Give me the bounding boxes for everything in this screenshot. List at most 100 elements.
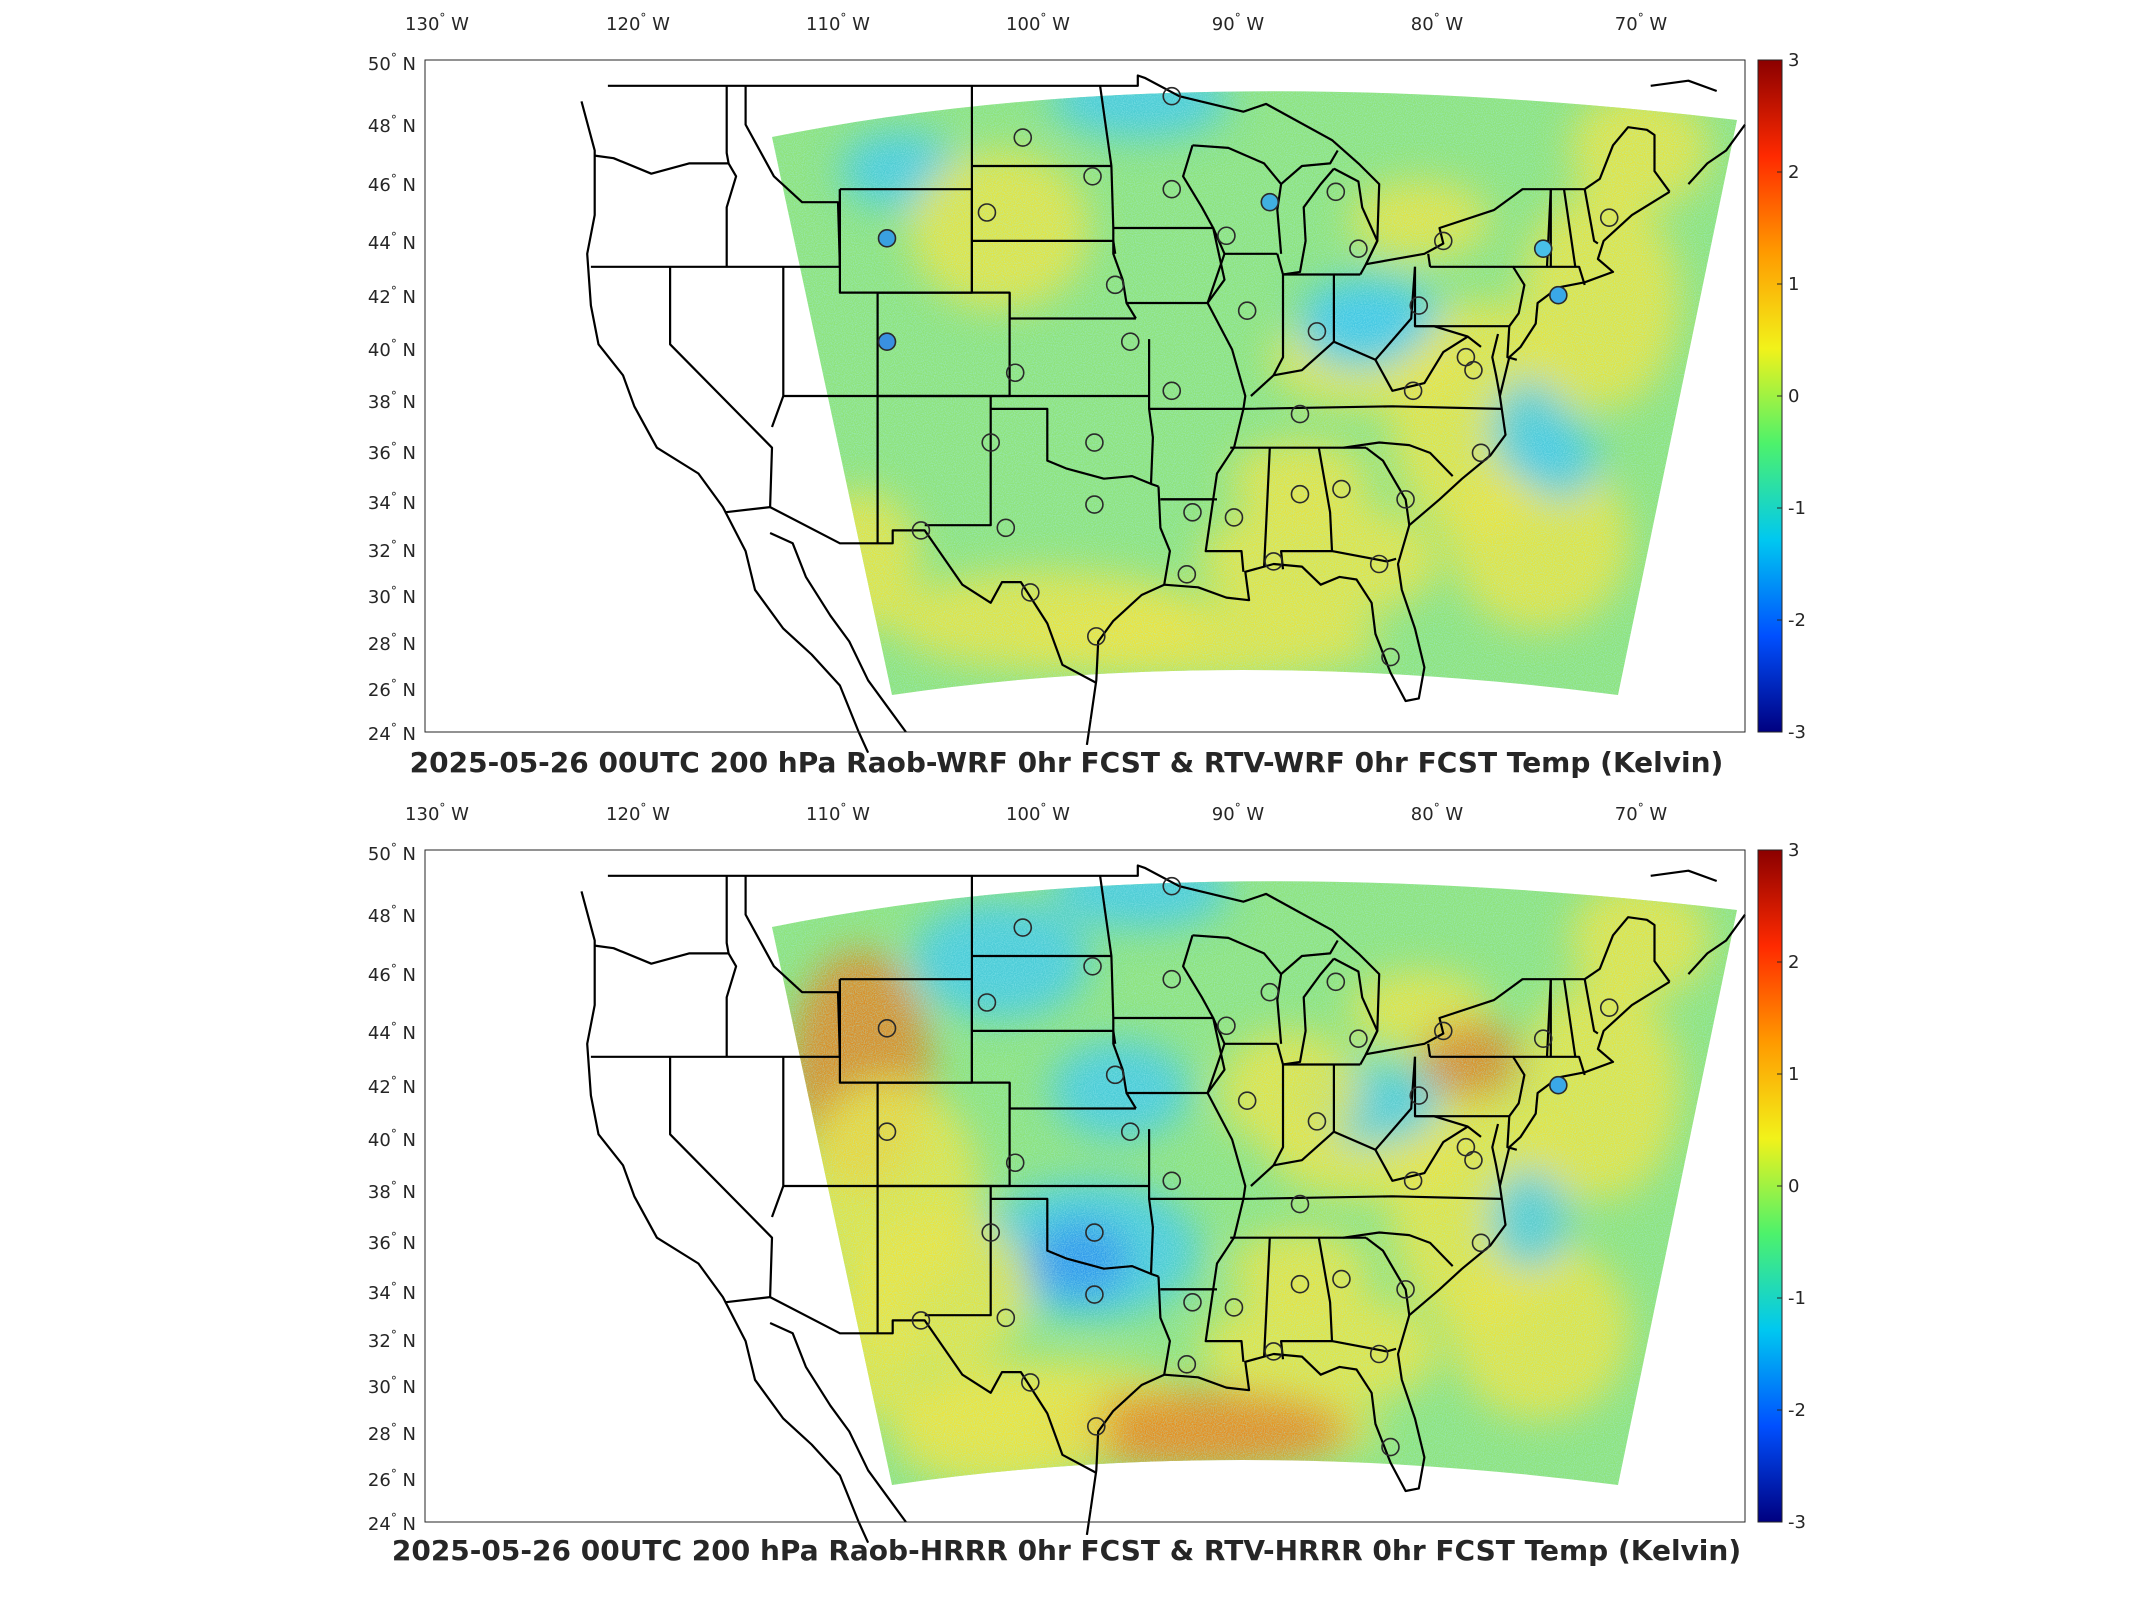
raob-site-marker [1260,192,1280,212]
lon-tick-label: 120° W [606,11,670,35]
raob-site-marker [1599,208,1619,227]
raob-site-marker [1217,226,1236,246]
raob-site-marker [1005,363,1025,383]
raob-site-marker [1599,998,1619,1017]
lon-tick-label: 70° W [1615,801,1668,825]
colorbar-tick-label: 0 [1788,386,1799,407]
lon-tick-label: 100° W [1006,11,1070,35]
raob-site-marker [1326,182,1346,202]
raob-site-marker [1549,285,1568,305]
raob-site-marker [1349,239,1368,258]
lon-tick-label: 130° W [405,801,469,825]
raob-site-marker [877,1019,897,1038]
raob-site-marker [1326,972,1346,992]
raob-site-marker [1290,484,1310,504]
raob-site-marker [1456,1137,1476,1157]
raob-site-marker [1005,1153,1025,1173]
raob-site-marker [911,521,931,540]
raob-site-marker [1021,583,1040,602]
panel-title-wrf: 2025-05-26 00UTC 200 hPa Raob-WRF 0hr FC… [409,746,1724,779]
raob-site-marker [1264,552,1283,571]
lon-tick-label: 90° W [1212,801,1265,825]
raob-site-marker [1105,275,1125,295]
lat-tick-label: 30° N [368,584,416,608]
lat-tick-label: 28° N [368,631,416,655]
raob-site-marker [1162,1171,1182,1191]
raob-site-marker [1177,1355,1197,1374]
lat-tick-label: 24° N [368,1511,416,1535]
colorbar-tick-label: -3 [1788,722,1806,743]
raob-site-marker [1083,957,1102,976]
axes-frame [424,59,1746,733]
raob-site-marker [1177,565,1197,584]
raob-site-marker [1307,322,1327,341]
lat-tick-label: 42° N [368,284,416,308]
raob-site-marker [1403,381,1423,401]
lon-tick-label: 130° W [405,11,469,35]
raob-site-marker [996,518,1016,538]
lat-tick-label: 34° N [368,490,416,514]
colorbar-tick-label: 2 [1788,162,1799,183]
colorbar-tick-label: -1 [1788,1288,1806,1309]
colorbar-tick-label: -3 [1788,1512,1806,1533]
raob-site-marker [1307,1112,1327,1131]
raob-site-marker [1083,167,1102,186]
colorbar-tick-label: -2 [1788,1400,1806,1421]
raob-site-marker [1085,495,1104,514]
lon-tick-label: 70° W [1615,11,1668,35]
lat-tick-label: 26° N [368,1467,416,1491]
panel-title-hrrr: 2025-05-26 00UTC 200 hPa Raob-HRRR 0hr F… [391,1534,1742,1567]
lat-tick-label: 42° N [368,1074,416,1098]
raob-site-marker [1533,239,1553,258]
raob-site-marker [1403,1171,1423,1191]
raob-site-marker [1183,503,1202,522]
raob-site-marker [1085,1285,1104,1304]
raob-site-marker [911,1311,931,1330]
map-svg: 130° W 120° W 110° W 100° W 90° W 80° W 70° W 5… [368,801,1806,1544]
raob-site-marker [1533,1029,1553,1048]
raob-site-marker [1162,876,1182,896]
colorbar-tick-label: 0 [1788,1176,1799,1197]
lat-tick-label: 48° N [368,113,416,137]
colorbar-tick-label: 2 [1788,952,1799,973]
raob-site-marker [1456,347,1476,367]
raob-site-marker [1120,1122,1140,1142]
raob-site-marker [1381,647,1400,667]
lat-tick-label: 40° N [368,1127,416,1151]
raob-site-marker [1237,1091,1257,1111]
raob-site-marker [981,1223,1001,1242]
raob-site-marker [981,433,1001,452]
lon-tick-label: 110° W [806,11,870,35]
lat-tick-label: 38° N [368,1179,416,1203]
raob-site-marker [1290,1194,1310,1214]
colorbar-tick-label: -2 [1788,610,1806,631]
raob-site-marker [1183,1293,1202,1312]
lat-tick-label: 46° N [368,962,416,986]
map-panel-wrf: 130° W 120° W 110° W 100° W 90° W 80° W 70° W 5… [0,0,2133,790]
raob-site-marker [1162,179,1182,199]
lat-tick-label: 36° N [368,440,416,464]
raob-site-marker [1013,128,1033,147]
lon-tick-label: 110° W [806,801,870,825]
temperature-difference-field [772,881,1737,1486]
lat-tick-label: 50° N [368,841,416,865]
raob-site-marker [977,993,997,1012]
raob-site-marker [1224,1298,1244,1317]
lat-tick-label: 32° N [368,1328,416,1352]
raob-site-marker [996,1308,1016,1328]
raob-site-marker [1381,1437,1400,1457]
colorbar-tick-label: 1 [1788,1064,1799,1085]
colorbar-tick-label: 3 [1788,840,1799,861]
raob-site-marker [1409,1086,1429,1105]
raob-site-marker [1162,381,1182,401]
raob-site-marker [1120,332,1140,352]
temperature-difference-field [772,91,1737,696]
raob-site-marker [1162,86,1182,106]
raob-site-marker [1332,1269,1351,1289]
lat-tick-label: 40° N [368,337,416,361]
raob-site-marker [1349,1029,1368,1048]
raob-site-marker [1369,554,1389,574]
colorbar-tick-label: -1 [1788,498,1806,519]
raob-site-marker [1433,231,1453,251]
lat-tick-label: 38° N [368,389,416,413]
